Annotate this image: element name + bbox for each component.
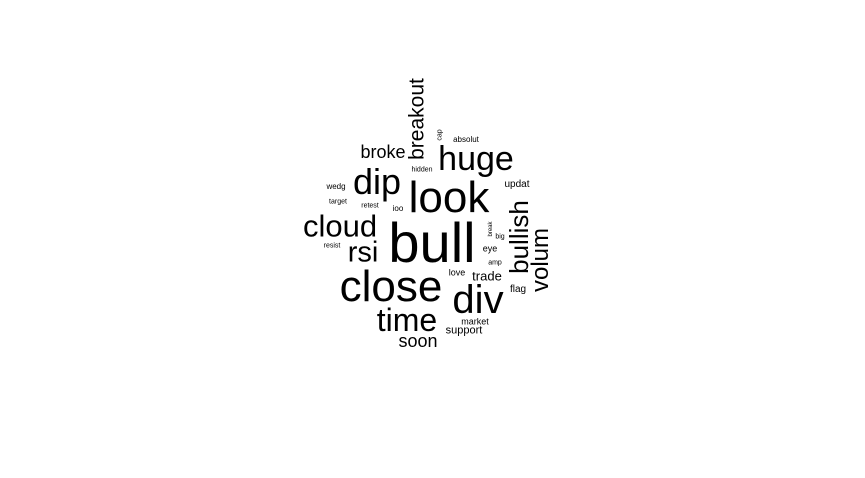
word-cap: cap — [436, 129, 444, 141]
word-break: break — [488, 221, 494, 237]
word-support: support — [445, 324, 483, 337]
word-cloud: cloud — [302, 208, 378, 244]
word-bull: bull — [388, 211, 476, 274]
word-hidden: hidden — [411, 166, 433, 174]
word-close: close — [339, 262, 443, 311]
word-volum: volum — [527, 227, 554, 293]
word-rsi: rsi — [347, 236, 379, 269]
word-broke: broke — [360, 142, 406, 162]
word-look: look — [408, 173, 490, 222]
word-amp: amp — [488, 259, 502, 267]
word-absolut: absolut — [453, 135, 479, 144]
word-huge: huge — [438, 140, 514, 178]
word-updat: updat — [504, 179, 530, 190]
word-trade: trade — [472, 268, 502, 284]
word-breakout: breakout — [405, 78, 429, 160]
word-ioo: ioo — [392, 204, 404, 213]
word-love: love — [448, 267, 466, 278]
word-eye: eye — [482, 243, 498, 254]
word-soon: soon — [398, 331, 438, 351]
word-target: target — [329, 198, 347, 206]
word-wedg: wedg — [326, 182, 346, 191]
word-flag: flag — [509, 284, 527, 295]
word-resist: resist — [323, 242, 341, 250]
word-div: div — [452, 278, 504, 322]
word-time: time — [376, 302, 438, 338]
word-retest: retest — [361, 202, 379, 210]
word-big: big — [495, 233, 505, 241]
word-dip: dip — [352, 161, 402, 202]
word-market: market — [461, 316, 489, 327]
